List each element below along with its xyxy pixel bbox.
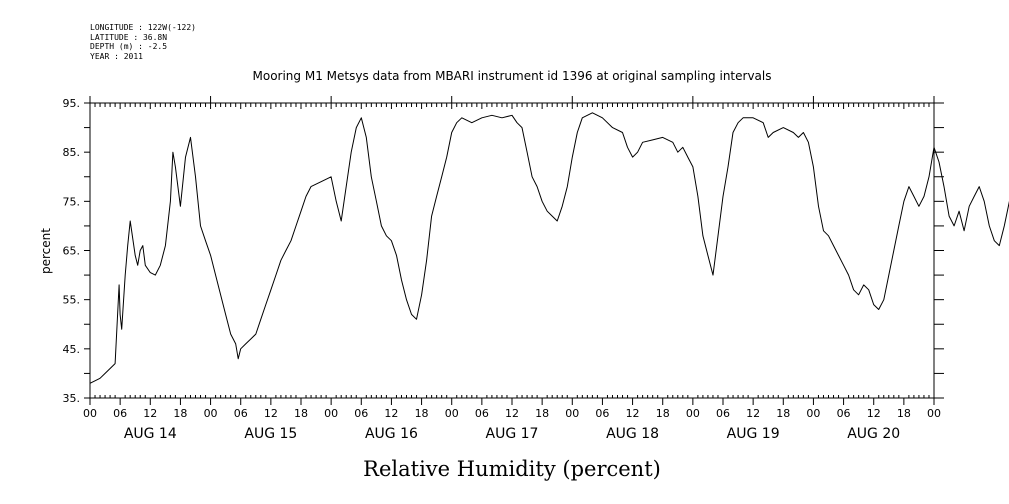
x-tick-label: 18 [776, 407, 790, 420]
x-day-label: AUG 17 [486, 426, 539, 442]
plot-frame [89, 102, 935, 399]
x-tick-label: 06 [595, 407, 609, 420]
x-tick-label: 12 [143, 407, 157, 420]
x-tick-label: 18 [173, 407, 187, 420]
series-layer [89, 112, 1009, 384]
x-tick-label: 12 [264, 407, 278, 420]
x-tick-label: 00 [806, 407, 820, 420]
x-day-label: AUG 20 [847, 426, 900, 442]
x-day-label: AUG 19 [727, 426, 780, 442]
y-tick-label: 75. [63, 195, 81, 208]
x-tick-label: 06 [475, 407, 489, 420]
y-tick-label: 35. [63, 392, 81, 405]
latitude-label: LATITUDE : 36.8N [90, 33, 167, 42]
x-tick-label: 12 [626, 407, 640, 420]
x-axis: 00 06 12 18 00 06 12 18 00 06 12 18 00 06 12 18 00 06 12 18… [83, 398, 941, 442]
x-tick-label: 06 [234, 407, 248, 420]
y-tick-label: 55. [63, 294, 81, 307]
depth-label: DEPTH (m) : -2.5 [90, 42, 167, 51]
x-tick-label: 12 [867, 407, 881, 420]
year-label: YEAR : 2011 [90, 52, 143, 61]
longitude-label: LONGITUDE : 122W(-122) [90, 23, 196, 32]
x-tick-label: 12 [505, 407, 519, 420]
x-tick-label: 18 [294, 407, 308, 420]
y-axis-label: percent [39, 228, 53, 274]
x-day-label: AUG 18 [606, 426, 659, 442]
x-day-label: AUG 15 [244, 426, 297, 442]
x-tick-label: 00 [927, 407, 941, 420]
x-tick-label: 00 [83, 407, 97, 420]
x-tick-label: 00 [445, 407, 459, 420]
y-tick-label: 45. [63, 343, 81, 356]
humidity-series-line [89, 112, 1009, 384]
x-tick-label: 18 [535, 407, 549, 420]
x-tick-label: 18 [656, 407, 670, 420]
x-day-label: AUG 14 [124, 426, 177, 442]
y-tick-label: 95. [63, 97, 81, 110]
x-tick-label: 18 [415, 407, 429, 420]
x-tick-label: 00 [565, 407, 579, 420]
x-tick-label: 12 [384, 407, 398, 420]
chart-title: Mooring M1 Metsys data from MBARI instru… [253, 69, 772, 83]
x-axis-label: Relative Humidity (percent) [363, 457, 661, 481]
x-tick-label: 12 [746, 407, 760, 420]
y-tick-label: 65. [63, 245, 81, 258]
x-tick-label: 00 [686, 407, 700, 420]
x-tick-label: 06 [113, 407, 127, 420]
x-tick-label: 00 [324, 407, 338, 420]
y-tick-label: 85. [63, 146, 81, 159]
y-axis: 35. 45. 55. 65. 75. 85. 95. [63, 97, 944, 405]
x-tick-label: 18 [897, 407, 911, 420]
x-tick-label: 06 [354, 407, 368, 420]
x-tick-label: 06 [716, 407, 730, 420]
x-day-label: AUG 16 [365, 426, 418, 442]
minor-ticks [89, 96, 935, 398]
x-tick-label: 06 [837, 407, 851, 420]
x-tick-label: 00 [204, 407, 218, 420]
